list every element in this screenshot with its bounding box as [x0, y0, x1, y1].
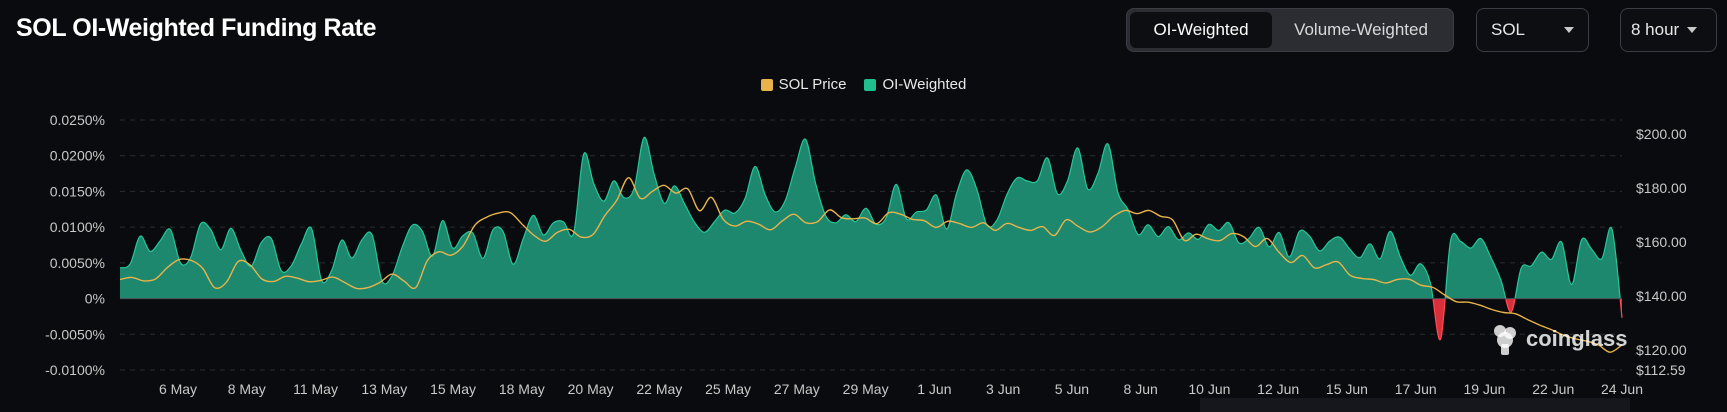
- x-tick-label: 22 May: [636, 381, 682, 397]
- x-tick-label: 8 Jun: [1124, 381, 1158, 397]
- x-tick-label: 13 May: [361, 381, 407, 397]
- y-axis-right: $112.59 $120.00 $140.00 $160.00 $180.00 $200.…: [1636, 126, 1687, 378]
- legend-item-sol-price[interactable]: SOL Price: [760, 76, 847, 93]
- x-tick-label: 27 May: [774, 381, 820, 397]
- y-left-tick-label: -0.0100%: [45, 362, 105, 378]
- x-tick-label: 1 Jun: [917, 381, 951, 397]
- chart-legend: SOL Price OI-Weighted: [0, 76, 1727, 93]
- x-tick-label: 15 Jun: [1326, 381, 1368, 397]
- legend-item-oi-weighted[interactable]: OI-Weighted: [864, 76, 966, 93]
- x-tick-label: 29 May: [843, 381, 889, 397]
- y-right-tick-label: $160.00: [1636, 234, 1687, 250]
- y-left-tick-label: 0.0050%: [50, 255, 105, 271]
- x-tick-label: 17 Jun: [1395, 381, 1437, 397]
- y-axis-left: -0.0100% -0.0050% 0% 0.0050% 0.0100% 0.0150% 0…: [45, 112, 105, 378]
- tab-oi-weighted[interactable]: OI-Weighted: [1130, 12, 1272, 48]
- x-tick-label: 19 Jun: [1463, 381, 1505, 397]
- x-tick-label: 20 May: [568, 381, 614, 397]
- y-right-tick-label: $200.00: [1636, 126, 1687, 142]
- x-tick-label: 15 May: [430, 381, 476, 397]
- coinglass-logo-icon: [1494, 325, 1516, 355]
- x-tick-label: 25 May: [705, 381, 751, 397]
- chart-lines: [119, 137, 1623, 353]
- tab-volume-weighted[interactable]: Volume-Weighted: [1294, 20, 1428, 39]
- coin-select-value: SOL: [1491, 20, 1526, 39]
- watermark-text: coinglass: [1526, 326, 1628, 351]
- chart-areas: [119, 136, 1623, 341]
- y-left-tick-label: 0.0200%: [50, 148, 105, 164]
- y-right-tick-label: $120.00: [1636, 342, 1687, 358]
- legend-swatch-sol-price: [760, 78, 773, 91]
- y-right-tick-label: $180.00: [1636, 180, 1687, 196]
- legend-label-sol-price: SOL Price: [778, 76, 847, 93]
- sol-price-line: [119, 177, 1623, 353]
- funding-area-positive: [120, 137, 1622, 299]
- legend-swatch-oi-weighted: [864, 78, 877, 91]
- coin-select[interactable]: SOL: [1476, 8, 1589, 52]
- y-right-tick-label: $112.59: [1636, 362, 1686, 378]
- x-axis: 6 May 8 May 11 May 13 May 15 May 18 May 20 May…: [159, 381, 1643, 397]
- x-tick-label: 24 Jun: [1601, 381, 1643, 397]
- x-tick-label: 10 Jun: [1188, 381, 1230, 397]
- chevron-down-icon: [1687, 27, 1698, 33]
- x-tick-label: 12 Jun: [1257, 381, 1299, 397]
- interval-select[interactable]: 8 hour: [1620, 8, 1717, 52]
- interval-select-value: 8 hour: [1631, 20, 1680, 39]
- x-tick-label: 18 May: [499, 381, 545, 397]
- y-right-tick-label: $140.00: [1636, 288, 1687, 304]
- legend-label-oi-weighted: OI-Weighted: [882, 76, 967, 93]
- weighting-toggle: OI-Weighted Volume-Weighted: [1126, 8, 1454, 52]
- x-tick-label: 3 Jun: [986, 381, 1020, 397]
- y-left-tick-label: -0.0050%: [45, 326, 105, 342]
- chevron-down-icon: [1564, 27, 1574, 33]
- y-left-tick-label: 0.0250%: [50, 112, 105, 128]
- x-tick-label: 22 Jun: [1532, 381, 1574, 397]
- y-left-tick-label: 0.0150%: [50, 183, 105, 199]
- x-tick-label: 8 May: [228, 381, 266, 397]
- x-tick-label: 6 May: [159, 381, 197, 397]
- range-slider-track[interactable]: [1200, 398, 1630, 412]
- y-left-tick-label: 0%: [85, 291, 105, 307]
- page-title: SOL OI-Weighted Funding Rate: [16, 14, 377, 42]
- y-left-tick-label: 0.0100%: [50, 219, 105, 235]
- x-tick-label: 5 Jun: [1055, 381, 1089, 397]
- x-tick-label: 11 May: [293, 381, 338, 397]
- coinglass-watermark: coinglass: [1490, 322, 1627, 356]
